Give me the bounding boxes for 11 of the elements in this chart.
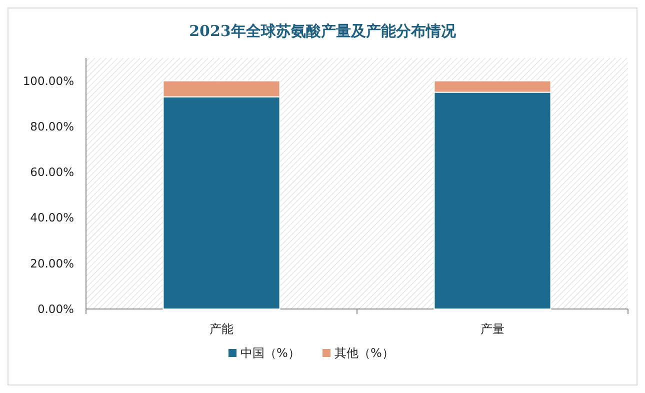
xtick: 产量 [480, 322, 504, 336]
ytick: 20.00% [30, 256, 74, 270]
ytick: 0.00% [37, 302, 74, 316]
legend-label: 其他（%） [334, 346, 394, 360]
xtick: 产能 [210, 322, 234, 336]
ytick: 100.00% [22, 74, 74, 88]
title: 2023年全球苏氨酸产量及产能分布情况 [189, 22, 456, 40]
legend-label: 中国（%） [240, 346, 300, 360]
ytick: 80.00% [30, 119, 74, 134]
ytick: 60.00% [30, 165, 74, 180]
ytick: 40.00% [30, 210, 74, 225]
